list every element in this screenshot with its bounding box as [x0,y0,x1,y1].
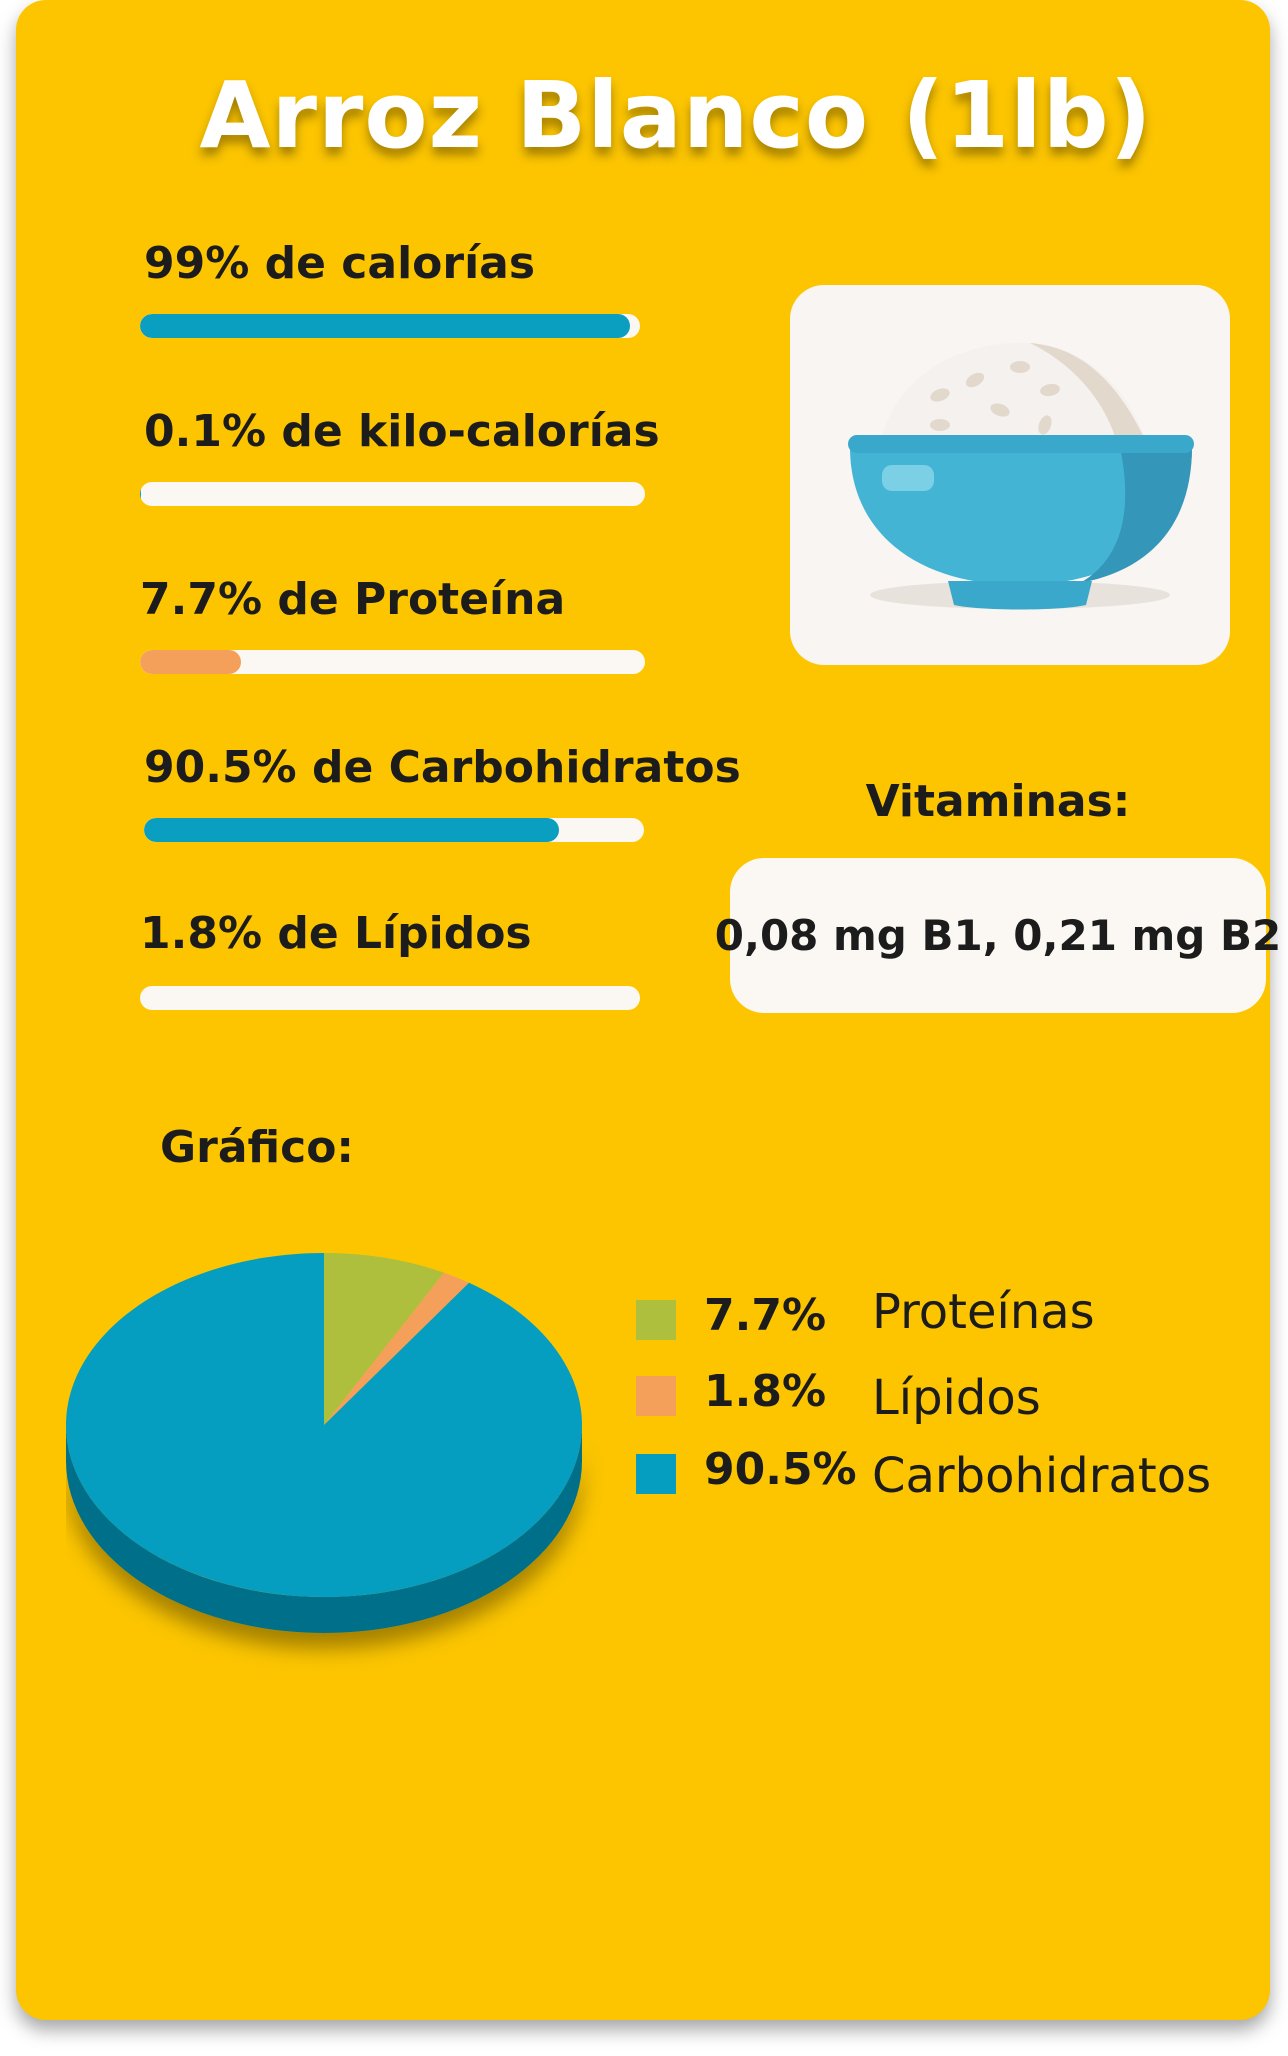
progress-bar-protein [140,650,645,674]
stat-label-calories: 99% de calorías [144,238,536,289]
rice-bowl-image-card [790,285,1230,665]
progress-fill-calories [140,314,630,338]
stat-label-lipids: 1.8% de Lípidos [140,908,532,959]
pie-slice-carbohidratos [66,1253,582,1597]
nutrition-card: Arroz Blanco (1lb) 99% de calorías 0.1% … [16,0,1281,2020]
legend-label-carbohidratos: Carbohidratos [872,1448,1212,1504]
legend-percent-proteínas: 7.7% [704,1290,827,1341]
stat-label-carbohydrates: 90.5% de Carbohidratos [144,742,741,793]
progress-fill-carbohydrates [144,818,559,842]
progress-fill-protein [140,650,241,674]
rice-bowl-icon [848,342,1194,610]
pie-slice-proteínas [324,1253,445,1425]
pie-slice-lípidos [324,1272,470,1425]
legend-swatch-carbohidratos [636,1454,676,1494]
legend-label-proteínas: Proteínas [872,1284,1095,1340]
progress-bar-carbohydrates [144,818,644,842]
legend-percent-carbohidratos: 90.5% [704,1444,857,1495]
progress-fill-kilocalories [140,482,141,506]
progress-bar-kilocalories [140,482,645,506]
legend-label-lípidos: Lípidos [872,1370,1041,1426]
legend-swatch-lípidos [636,1376,676,1416]
vitamins-title: Vitaminas: [865,776,1131,827]
stat-label-kilocalories: 0.1% de kilo-calorías [144,406,660,457]
page-title: Arroz Blanco (1lb) [199,62,1153,169]
progress-bar-lipids [140,986,640,1010]
vitamins-text: 0,08 mg B1, 0,21 mg B2 [714,911,1282,960]
legend-swatch-proteínas [636,1300,676,1340]
vitamins-box: 0,08 mg B1, 0,21 mg B2 [715,858,1281,1013]
legend-percent-lípidos: 1.8% [704,1366,827,1417]
pie-chart [66,1253,582,1633]
graph-label: Gráfico: [160,1122,355,1173]
progress-bar-calories [140,314,640,338]
stat-label-protein: 7.7% de Proteína [140,574,566,625]
pie-side-edge [66,1425,582,1633]
